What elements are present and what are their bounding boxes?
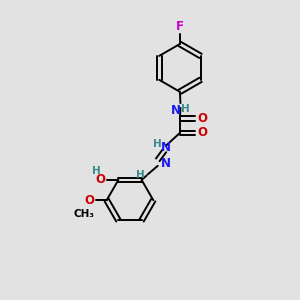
Text: O: O <box>198 127 208 140</box>
Text: H: H <box>153 139 162 149</box>
Text: O: O <box>84 194 94 207</box>
Text: F: F <box>176 20 184 33</box>
Text: CH₃: CH₃ <box>74 208 95 218</box>
Text: H: H <box>181 104 190 114</box>
Text: O: O <box>95 173 105 186</box>
Text: N: N <box>161 141 171 154</box>
Text: H: H <box>92 167 101 176</box>
Text: H: H <box>136 170 145 180</box>
Text: N: N <box>161 157 171 170</box>
Text: N: N <box>170 104 180 117</box>
Text: O: O <box>198 112 208 125</box>
